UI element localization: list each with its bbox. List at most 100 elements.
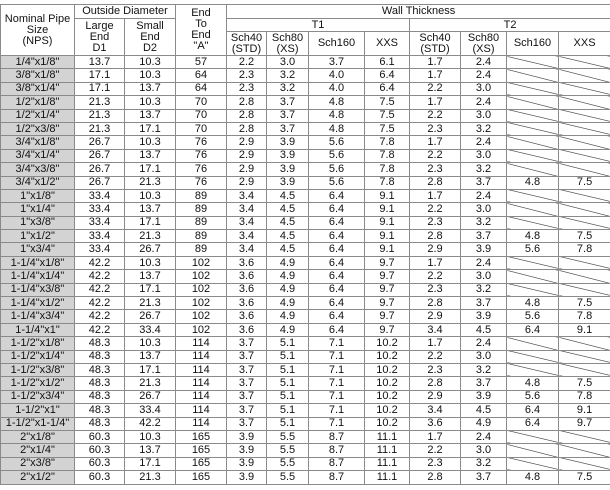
header-t2-sch160: Sch160 <box>506 31 559 56</box>
cell-t1-sch80: 5.1 <box>266 389 309 405</box>
cell-large-end-d1: 33.4 <box>74 188 125 204</box>
cell-t1-sch40: 3.4 <box>226 215 267 231</box>
table-row: 2"x1/4" 60.3 13.7 165 3.9 5.5 8.7 11.1 2.2 3.0 <box>0 443 610 458</box>
cell-large-end-d1: 42.2 <box>74 282 125 298</box>
header-large-end: Large End D1 <box>74 18 125 56</box>
cell-end-to-end: 114 <box>175 336 227 351</box>
cell-t2-xxs-not-applicable <box>557 162 610 177</box>
cell-end-to-end: 114 <box>175 349 227 364</box>
cell-small-end-d2: 13.7 <box>124 81 176 97</box>
cell-large-end-d1: 48.3 <box>74 389 125 405</box>
cell-t1-sch40: 3.6 <box>226 296 267 311</box>
cell-t1-sch40: 3.7 <box>226 389 267 405</box>
cell-t2-sch160-not-applicable <box>506 188 559 204</box>
header-t1-sch80: Sch80 (XS) <box>266 31 309 56</box>
cell-t2-xxs: 9.1 <box>557 403 610 418</box>
cell-end-to-end: 102 <box>175 322 227 338</box>
cell-t1-sch80: 4.5 <box>266 242 309 257</box>
cell-t1-sch160: 6.4 <box>308 269 365 284</box>
cell-small-end-d2: 10.3 <box>124 336 176 351</box>
cell-t1-sch160: 7.1 <box>308 376 365 391</box>
cell-t1-xxs: 7.5 <box>364 108 410 123</box>
cell-t1-xxs: 10.2 <box>364 362 410 378</box>
cell-small-end-d2: 42.2 <box>124 416 176 431</box>
cell-t2-xxs-not-applicable <box>557 215 610 231</box>
cell-nps: 1"x1/4" <box>0 202 75 217</box>
cell-t2-xxs: 7.5 <box>557 296 610 311</box>
cell-end-to-end: 165 <box>175 429 227 445</box>
cell-large-end-d1: 42.2 <box>74 309 125 324</box>
cell-t1-xxs: 7.5 <box>364 95 410 110</box>
table-row: 1-1/4"x1/2" 42.2 21.3 102 3.6 4.9 6.4 9.7 2.8 3.7… <box>0 296 610 311</box>
cell-large-end-d1: 48.3 <box>74 376 125 391</box>
cell-small-end-d2: 21.3 <box>124 175 176 190</box>
cell-nps: 3/8"x1/8" <box>0 68 75 83</box>
cell-t1-sch40: 3.6 <box>226 322 267 338</box>
cell-t2-sch40: 3.4 <box>409 403 461 418</box>
cell-small-end-d2: 10.3 <box>124 188 176 204</box>
cell-t1-sch40: 2.9 <box>226 148 267 164</box>
cell-nps: 3/4"x3/8" <box>0 162 75 177</box>
cell-t1-sch80: 4.5 <box>266 229 309 244</box>
cell-t1-sch40: 3.4 <box>226 242 267 257</box>
cell-large-end-d1: 42.2 <box>74 255 125 271</box>
cell-small-end-d2: 17.1 <box>124 215 176 231</box>
cell-t1-sch160: 5.6 <box>308 135 365 150</box>
table-row: 1-1/4"x1" 42.2 33.4 102 3.6 4.9 6.4 9.7 3.4 4.5 6.… <box>0 322 610 338</box>
cell-t2-xxs-not-applicable <box>557 121 610 137</box>
cell-t1-sch40: 2.3 <box>226 81 267 97</box>
cell-t1-sch160: 7.1 <box>308 416 365 431</box>
cell-t2-sch160-not-applicable <box>506 349 559 364</box>
cell-t1-sch80: 4.5 <box>266 202 309 217</box>
cell-t2-sch160-not-applicable <box>506 162 559 177</box>
cell-nps: 3/4"x1/4" <box>0 148 75 164</box>
cell-nps: 1/2"x1/4" <box>0 108 75 123</box>
cell-t2-xxs: 7.8 <box>557 309 610 324</box>
cell-t2-sch40: 1.7 <box>409 135 461 150</box>
cell-t2-sch160-not-applicable <box>506 215 559 231</box>
cell-large-end-d1: 60.3 <box>74 470 125 485</box>
cell-large-end-d1: 26.7 <box>74 135 125 150</box>
table-row: 3/4"x1/2" 26.7 21.3 76 2.9 3.9 5.6 7.8 2.8 3.7 4.8… <box>0 175 610 190</box>
cell-nps: 1-1/2"x1/2" <box>0 376 75 391</box>
cell-t2-xxs: 9.1 <box>557 322 610 338</box>
cell-end-to-end: 64 <box>175 68 227 83</box>
cell-end-to-end: 165 <box>175 443 227 458</box>
cell-t2-sch160-not-applicable <box>506 202 559 217</box>
cell-end-to-end: 70 <box>175 95 227 110</box>
cell-t2-sch80: 3.0 <box>460 148 507 164</box>
table-row: 1/2"x1/8" 21.3 10.3 70 2.8 3.7 4.8 7.5 1.7 2.4 <box>0 95 610 110</box>
cell-nps: 3/4"x1/8" <box>0 135 75 150</box>
cell-t1-sch80: 5.1 <box>266 349 309 364</box>
cell-t2-xxs-not-applicable <box>557 349 610 364</box>
cell-small-end-d2: 21.3 <box>124 376 176 391</box>
cell-t1-xxs: 9.1 <box>364 188 410 204</box>
cell-nps: 1-1/4"x1" <box>0 322 75 338</box>
cell-t2-sch40: 2.3 <box>409 362 461 378</box>
cell-t2-sch160-not-applicable <box>506 121 559 137</box>
table-row: 1-1/2"x3/8" 48.3 17.1 114 3.7 5.1 7.1 10.2 2.3 3.… <box>0 362 610 378</box>
cell-small-end-d2: 26.7 <box>124 309 176 324</box>
cell-t2-sch80: 4.5 <box>460 322 507 338</box>
cell-t2-xxs: 7.8 <box>557 242 610 257</box>
cell-t1-sch40: 2.8 <box>226 121 267 137</box>
table-row: 1"x3/4" 33.4 26.7 89 3.4 4.5 6.4 9.1 2.9 3.9 5.6 7.… <box>0 242 610 257</box>
cell-nps: 1-1/2"x3/4" <box>0 389 75 405</box>
cell-t2-sch160-not-applicable <box>506 108 559 123</box>
table-row: 2"x3/8" 60.3 17.1 165 3.9 5.5 8.7 11.1 2.3 3.2 <box>0 456 610 472</box>
cell-t2-sch80: 3.9 <box>460 242 507 257</box>
cell-t2-xxs-not-applicable <box>557 148 610 164</box>
cell-t1-sch160: 8.7 <box>308 429 365 445</box>
cell-t1-sch40: 3.6 <box>226 255 267 271</box>
cell-t2-sch160: 5.6 <box>506 389 559 405</box>
cell-nps: 2"x1/8" <box>0 429 75 445</box>
cell-t1-sch40: 2.9 <box>226 175 267 190</box>
cell-end-to-end: 70 <box>175 108 227 123</box>
header-small-end: Small End D2 <box>124 18 176 56</box>
cell-end-to-end: 114 <box>175 416 227 431</box>
cell-t2-xxs-not-applicable <box>557 68 610 83</box>
cell-end-to-end: 165 <box>175 456 227 472</box>
table-row: 1-1/2"x1/4" 48.3 13.7 114 3.7 5.1 7.1 10.2 2.2 3.… <box>0 349 610 364</box>
cell-small-end-d2: 17.1 <box>124 456 176 472</box>
cell-large-end-d1: 60.3 <box>74 429 125 445</box>
